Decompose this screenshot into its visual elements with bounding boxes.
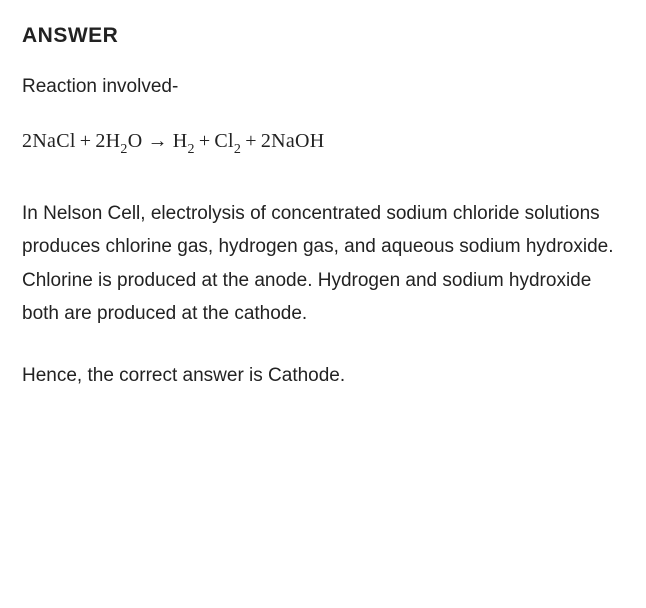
product3: NaOH (271, 130, 324, 152)
reactant2-tail: O (128, 130, 143, 152)
reaction-arrow: → (142, 130, 172, 152)
plus-3: + (241, 130, 261, 152)
reactant1: NaCl (32, 130, 75, 152)
reactant2-coefficient: 2 (95, 130, 105, 152)
product1-base: H (173, 130, 188, 152)
reaction-intro: Reaction involved- (22, 76, 624, 98)
reactant2-base: H (106, 130, 121, 152)
plus-2: + (195, 130, 215, 152)
reactant2-subscript: 2 (120, 142, 127, 157)
product3-coefficient: 2 (261, 130, 271, 152)
chemical-equation: 2NaCl+2H2O→H2+Cl2+2NaOH (22, 130, 624, 157)
plus-1: + (76, 130, 96, 152)
product1-subscript: 2 (188, 142, 195, 157)
conclusion-text: Hence, the correct answer is Cathode. (22, 360, 624, 392)
reactant1-coefficient: 2 (22, 130, 32, 152)
explanation-paragraph: In Nelson Cell, electrolysis of concentr… (22, 197, 624, 330)
product2-subscript: 2 (234, 142, 241, 157)
product2-base: Cl (214, 130, 234, 152)
answer-heading: ANSWER (22, 24, 624, 48)
